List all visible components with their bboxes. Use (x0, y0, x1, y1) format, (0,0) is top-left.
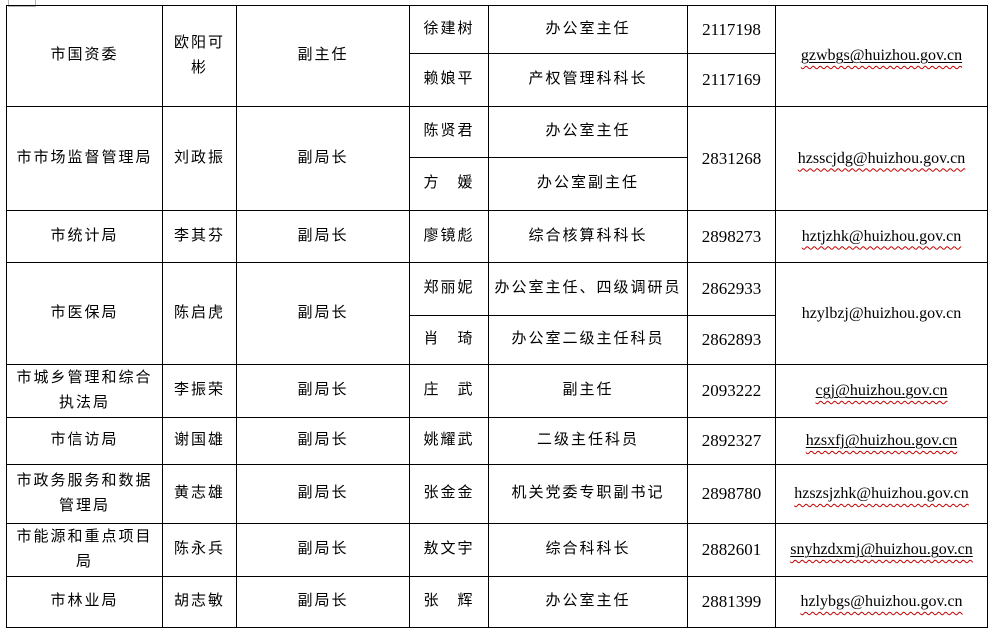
leader-name-cell: 陈永兵 (162, 523, 237, 577)
email-cell: hzylbzj@huizhou.gov.cn (775, 262, 988, 365)
table-row: 市城乡管理和综合执法局 李振荣 副局长 庄 武 副主任 2093222 cgj@… (6, 364, 988, 418)
leader-name-cell: 陈启虎 (162, 262, 237, 365)
email-cell: hzlybgs@huizhou.gov.cn (775, 576, 988, 628)
department-cell: 市统计局 (6, 210, 163, 263)
department-cell: 市林业局 (6, 576, 163, 628)
contact-title-cell: 副主任 (488, 364, 688, 418)
department-cell: 市能源和重点项目局 (6, 523, 163, 577)
table-row: 肖 琦 办公室二级主任科员 2862893 (7, 315, 988, 365)
contact-name-cell: 肖 琦 (409, 315, 489, 365)
leader-name-cell: 谢国雄 (162, 417, 237, 465)
contact-table: 市国资委 欧阳可彬 副主任 徐建树 办公室主任 2117198 gzwbgs@h… (6, 5, 988, 628)
contact-name-cell: 庄 武 (409, 364, 489, 418)
contact-name-cell: 郑丽妮 (409, 262, 489, 316)
contact-name-cell: 张金金 (409, 464, 489, 524)
phone-cell: 2831268 (687, 106, 776, 211)
department-cell: 市国资委 (6, 5, 163, 107)
phone-cell: 2862933 (687, 262, 776, 316)
email-link[interactable]: hzsxfj@huizhou.gov.cn (805, 432, 958, 449)
email-cell: hztjzhk@huizhou.gov.cn (775, 210, 988, 263)
leader-title-cell: 副局长 (236, 523, 410, 577)
contact-name-cell: 方 媛 (409, 157, 489, 211)
phone-cell: 2892327 (687, 417, 776, 465)
contact-title-cell: 二级主任科员 (488, 417, 688, 465)
contact-title-cell: 办公室主任、四级调研员 (488, 262, 688, 316)
contact-name-cell: 陈贤君 (409, 106, 489, 158)
contact-title-cell: 综合核算科科长 (488, 210, 688, 263)
table-row: 方 媛 办公室副主任 (7, 157, 988, 211)
leader-name-cell: 黄志雄 (162, 464, 237, 524)
contact-name-cell: 张 辉 (409, 576, 489, 628)
email-cell: cgj@huizhou.gov.cn (775, 364, 988, 418)
email-link[interactable]: gzwbgs@huizhou.gov.cn (800, 47, 963, 64)
table-row: 市统计局 李其芬 副局长 廖镜彪 综合核算科科长 2898273 hztjzhk… (6, 210, 988, 263)
leader-title-cell: 副局长 (236, 417, 410, 465)
table-row: 市林业局 胡志敏 副局长 张 辉 办公室主任 2881399 hzlybgs@h… (6, 576, 988, 628)
email-link[interactable]: cgj@huizhou.gov.cn (815, 382, 948, 399)
leader-title-cell: 副局长 (236, 576, 410, 628)
email-text: hztjzhk@huizhou.gov.cn (801, 227, 962, 245)
leader-name-cell: 李其芬 (162, 210, 237, 263)
phone-cell: 2898780 (687, 464, 776, 524)
contact-title-cell: 办公室主任 (488, 5, 688, 54)
leader-name-cell: 刘政振 (162, 106, 237, 211)
contact-title-cell: 办公室主任 (488, 576, 688, 628)
phone-cell: 2117169 (687, 53, 776, 107)
table-row: 市国资委 欧阳可彬 副主任 徐建树 办公室主任 2117198 gzwbgs@h… (6, 5, 988, 107)
contact-name-cell: 赖娘平 (409, 53, 489, 107)
table-row: 赖娘平 产权管理科科长 2117169 (7, 53, 988, 107)
contact-title-cell: 综合科科长 (488, 523, 688, 577)
email-cell: snyhzdxmj@huizhou.gov.cn (775, 523, 988, 577)
contact-title-cell: 办公室二级主任科员 (488, 315, 688, 365)
contact-title-cell: 机关党委专职副书记 (488, 464, 688, 524)
phone-cell: 2882601 (687, 523, 776, 577)
leader-title-cell: 副局长 (236, 106, 410, 211)
email-text: hzsscjdg@huizhou.gov.cn (797, 149, 966, 167)
contact-name-cell: 廖镜彪 (409, 210, 489, 263)
email-text: hzylbzj@huizhou.gov.cn (801, 304, 962, 322)
email-cell: hzszsjzhk@huizhou.gov.cn (775, 464, 988, 524)
phone-cell: 2117198 (687, 5, 776, 54)
contact-title-cell: 产权管理科科长 (488, 53, 688, 107)
contact-name-cell: 姚耀武 (409, 417, 489, 465)
table-row: 市政务服务和数据管理局 黄志雄 副局长 张金金 机关党委专职副书记 289878… (6, 464, 988, 524)
leader-title-cell: 副局长 (236, 464, 410, 524)
contact-title-cell: 办公室主任 (488, 106, 688, 158)
email-cell: gzwbgs@huizhou.gov.cn (775, 5, 988, 107)
contact-title-cell: 办公室副主任 (488, 157, 688, 211)
leader-name-cell: 欧阳可彬 (162, 5, 237, 107)
department-cell: 市城乡管理和综合执法局 (6, 364, 163, 418)
phone-cell: 2881399 (687, 576, 776, 628)
phone-cell: 2862893 (687, 315, 776, 365)
email-text: hzlybgs@huizhou.gov.cn (800, 593, 963, 610)
table-row: 市信访局 谢国雄 副局长 姚耀武 二级主任科员 2892327 hzsxfj@h… (6, 417, 988, 465)
leader-title-cell: 副局长 (236, 364, 410, 418)
contact-name-cell: 徐建树 (409, 5, 489, 54)
leader-title-cell: 副局长 (236, 262, 410, 365)
department-cell: 市信访局 (6, 417, 163, 465)
email-text: hzszsjzhk@huizhou.gov.cn (794, 485, 969, 502)
table-row: 市医保局 陈启虎 副局长 郑丽妮 办公室主任、四级调研员 2862933 hzy… (6, 262, 988, 365)
table-row: 市能源和重点项目局 陈永兵 副局长 敖文宇 综合科科长 2882601 snyh… (6, 523, 988, 577)
leader-title-cell: 副主任 (236, 5, 410, 107)
department-cell: 市市场监督管理局 (6, 106, 163, 211)
phone-cell: 2898273 (687, 210, 776, 263)
email-cell: hzsscjdg@huizhou.gov.cn (775, 106, 988, 211)
contact-name-cell: 敖文宇 (409, 523, 489, 577)
email-cell: hzsxfj@huizhou.gov.cn (775, 417, 988, 465)
department-cell: 市政务服务和数据管理局 (6, 464, 163, 524)
email-link[interactable]: snyhzdxmj@huizhou.gov.cn (790, 541, 973, 558)
leader-title-cell: 副局长 (236, 210, 410, 263)
table-row: 市市场监督管理局 刘政振 副局长 陈贤君 办公室主任 2831268 hzssc… (6, 106, 988, 211)
department-cell: 市医保局 (6, 262, 163, 365)
phone-cell: 2093222 (687, 364, 776, 418)
leader-name-cell: 胡志敏 (162, 576, 237, 628)
leader-name-cell: 李振荣 (162, 364, 237, 418)
